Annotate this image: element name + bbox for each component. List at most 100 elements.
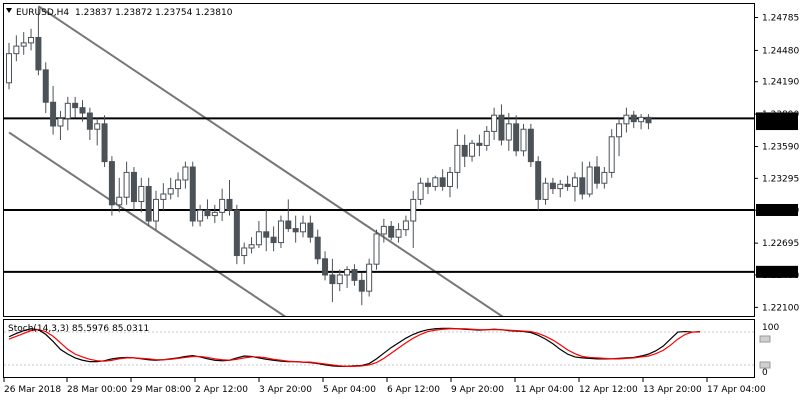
- candle: [373, 233, 380, 265]
- price-tick-label: 1.24480: [762, 46, 799, 56]
- candle: [153, 198, 159, 222]
- time-tick-label: 6 Apr 12:00: [387, 385, 440, 395]
- stoch-level-100: 100: [762, 323, 779, 333]
- ohlc-readout: 1.23837 1.23872 1.23754 1.23810: [75, 8, 233, 18]
- candle: [432, 177, 439, 187]
- candle: [101, 123, 108, 163]
- candle: [645, 116, 652, 124]
- candle: [476, 142, 483, 146]
- stoch-scale-marker-bottom: [759, 361, 771, 369]
- candle: [226, 198, 233, 211]
- candle: [417, 182, 424, 200]
- candle: [197, 209, 204, 222]
- candle: [623, 114, 630, 125]
- candle: [380, 225, 387, 235]
- candle: [366, 263, 373, 292]
- candle: [50, 101, 57, 127]
- time-tick-label: 13 Apr 20:00: [643, 385, 702, 395]
- candle: [616, 123, 623, 138]
- candle: [344, 269, 351, 276]
- candle: [571, 177, 578, 187]
- level-tag: 1.22429: [759, 268, 796, 278]
- stoch-level-0: 0: [762, 368, 768, 378]
- candle: [638, 116, 645, 123]
- candle: [469, 142, 476, 157]
- candle: [28, 36, 35, 44]
- candle: [211, 211, 218, 217]
- candle: [263, 231, 270, 238]
- symbol-timeframe-label: EURUSD,H4: [16, 8, 69, 18]
- candle: [277, 220, 284, 244]
- candle: [535, 161, 542, 200]
- candle: [520, 128, 527, 152]
- candle: [233, 209, 240, 257]
- candle: [189, 166, 196, 222]
- candle: [491, 114, 498, 132]
- candle: [13, 45, 20, 55]
- stoch-signal-line: [8, 328, 700, 367]
- price-tick-label: 1.23590: [762, 143, 799, 153]
- candle: [483, 130, 490, 146]
- time-axis: 26 Mar 2018 28 Mar 00:00 29 Mar 08:00 2 Apr…: [3, 378, 766, 395]
- candle: [322, 258, 329, 276]
- candle: [549, 182, 556, 190]
- level-tag: 1.23850: [759, 115, 796, 125]
- candle: [388, 225, 395, 238]
- candle: [439, 177, 446, 187]
- price-pane[interactable]: [3, 3, 755, 317]
- channel-line: [8, 131, 287, 316]
- candle: [498, 114, 505, 141]
- stochastic-pane[interactable]: [3, 319, 755, 378]
- stochastic-lines: [8, 327, 700, 367]
- candle: [564, 183, 571, 187]
- candle: [72, 102, 79, 109]
- candle: [307, 222, 314, 238]
- candle: [79, 107, 86, 114]
- candle: [395, 229, 402, 238]
- time-tick-label: 3 Apr 20:00: [259, 385, 312, 395]
- candle: [57, 117, 64, 127]
- candle: [270, 236, 277, 244]
- candle: [454, 144, 461, 173]
- level-tag-bg: [756, 112, 798, 125]
- candle: [329, 274, 336, 285]
- candle: [594, 166, 600, 184]
- candle: [130, 171, 137, 203]
- time-tick-label: 17 Apr 04:00: [707, 385, 766, 395]
- price-tick-label: 1.24785: [762, 13, 799, 23]
- candle: [116, 196, 123, 206]
- time-tick-label: 28 Mar 00:00: [67, 385, 127, 395]
- level-tag: 1.23002: [759, 206, 796, 216]
- candle: [358, 279, 365, 292]
- candle: [586, 166, 593, 195]
- candle: [285, 220, 292, 230]
- time-tick-label: 5 Apr 04:00: [323, 385, 376, 395]
- time-tick-label: 11 Apr 04:00: [515, 385, 574, 395]
- candle: [351, 269, 358, 281]
- symbol-dropdown-icon[interactable]: [6, 8, 12, 13]
- candle: [94, 123, 101, 130]
- time-tick-label: 12 Apr 12:00: [579, 385, 638, 395]
- candle: [160, 193, 167, 200]
- time-tick-label: 9 Apr 20:00: [451, 385, 504, 395]
- time-tick-label: 2 Apr 12:00: [195, 385, 248, 395]
- price-tick-label: 1.22100: [762, 303, 799, 313]
- candle: [447, 171, 453, 187]
- candle: [608, 136, 615, 173]
- candle: [64, 102, 71, 119]
- time-tick-label: 29 Mar 08:00: [131, 385, 191, 395]
- price-tick-label: 1.22695: [762, 239, 799, 249]
- candle: [424, 182, 431, 187]
- candle: [42, 69, 49, 103]
- candle: [219, 198, 226, 213]
- candle: [461, 144, 468, 157]
- price-tick-label: 1.23295: [762, 174, 799, 184]
- candle: [145, 185, 152, 222]
- candles-group: [6, 7, 652, 306]
- price-tick-label: 1.24190: [762, 78, 799, 88]
- candle: [138, 185, 145, 203]
- candle: [505, 123, 512, 141]
- candle: [300, 222, 306, 233]
